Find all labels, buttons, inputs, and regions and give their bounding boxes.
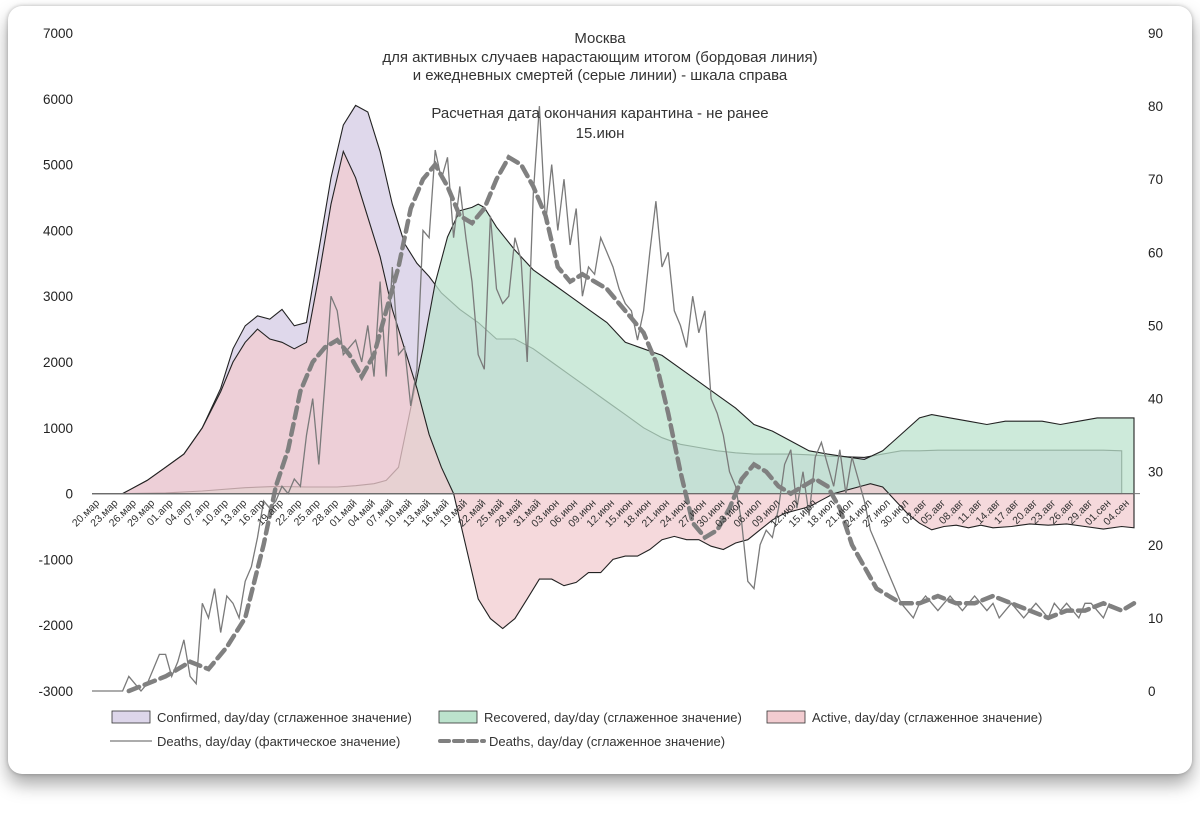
right-tick-label: 0 [1148,684,1156,699]
legend-label-deaths-smoothed: Deaths, day/day (сглаженное значение) [489,734,725,749]
legend-label-active: Active, day/day (сглаженное значение) [812,710,1042,725]
left-tick-label: 3000 [43,289,73,304]
chart-frame: 20.мар 23.мар 26.мар 29.мар 01.апр 04.апр 07.а… [8,6,1192,774]
right-tick-label: 20 [1148,538,1163,553]
right-tick-label: 10 [1148,611,1163,626]
area-layer [92,104,1135,630]
right-tick-label: 40 [1148,392,1163,407]
left-tick-label: -2000 [38,618,73,633]
chart-title-line: и ежедневных смертей (серые линии) - шка… [413,67,788,84]
left-tick-label: 6000 [43,92,73,107]
right-tick-label: 30 [1148,465,1163,480]
right-tick-label: 60 [1148,245,1163,260]
line-layer [92,106,1137,694]
left-tick-label: 1000 [43,421,73,436]
legend-swatch-active [766,710,806,724]
legend-swatch-confirmed [111,710,151,724]
legend-label-confirmed: Confirmed, day/day (сглаженное значение) [157,710,412,725]
right-tick-label: 80 [1148,99,1163,114]
right-tick-label: 50 [1148,318,1163,333]
left-tick-label: 7000 [43,26,73,41]
left-tick-label: -1000 [38,552,73,567]
line-deaths-smoothed [126,154,1137,694]
legend-label-recovered: Recovered, day/day (сглаженное значение) [484,710,742,725]
left-tick-label: 5000 [43,158,73,173]
left-tick-label: 0 [65,487,73,502]
right-tick-label: 90 [1148,26,1163,41]
chart-title: Москва для активных случаев нарастающим и… [382,30,817,142]
right-axis-ticks: 90 80 70 60 50 40 30 20 10 0 [1148,26,1163,699]
left-tick-label: -3000 [38,684,73,699]
right-tick-label: 70 [1148,172,1163,187]
chart-title-line: для активных случаев нарастающим итогом … [382,49,817,66]
chart-title-line: Москва [574,30,626,47]
left-tick-label: 2000 [43,355,73,370]
area-active [92,149,1135,630]
left-axis-ticks: 7000 6000 5000 4000 3000 2000 1000 0 -1000 -2000 -… [38,26,73,699]
chart-legend: Confirmed, day/day (сглаженное значение)… [110,710,1042,749]
line-deaths-actual [92,106,1111,693]
legend-label-deaths-actual: Deaths, day/day (фактическое значение) [157,734,400,749]
left-tick-label: 4000 [43,223,73,238]
chart: 20.мар23.мар26.мар29.мар01.апр04.апр07.а… [38,26,1163,749]
chart-title-line: Расчетная дата окончания карантина - не … [431,105,768,122]
legend-swatch-recovered [438,710,478,724]
chart-title-line: 15.июн [576,125,625,142]
